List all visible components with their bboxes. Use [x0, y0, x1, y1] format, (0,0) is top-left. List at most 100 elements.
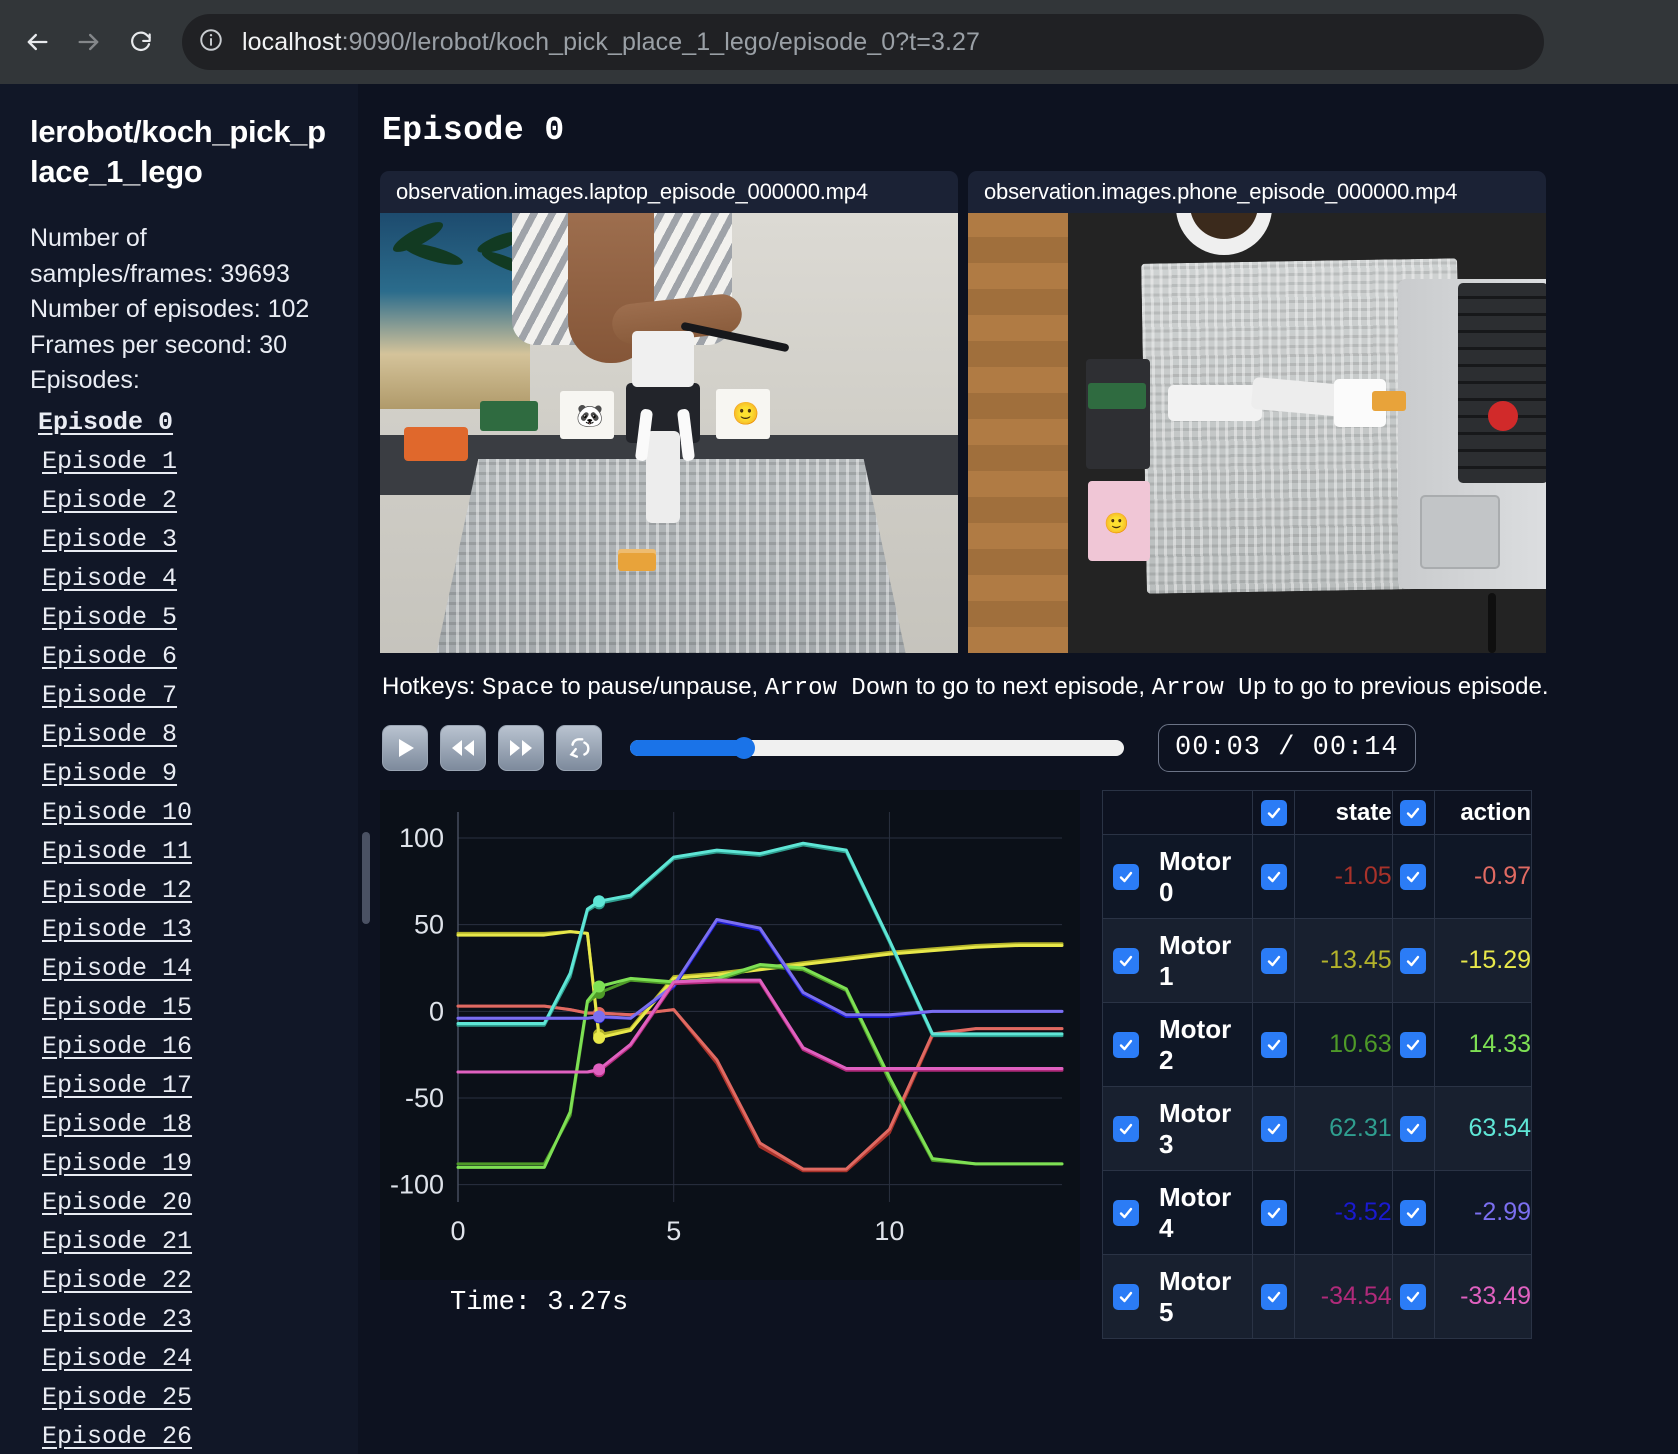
hotkeys-hint: Hotkeys: Space to pause/unpause, Arrow D…	[382, 673, 1652, 702]
play-button[interactable]	[382, 725, 428, 771]
motor-3-state-checkbox[interactable]	[1260, 1115, 1287, 1142]
episode-link-0[interactable]: Episode 0	[38, 407, 174, 437]
motors-table-body: Motor 0 -1.05 -0.97 Motor 1 -13.45 -15.29 Moto…	[1101, 834, 1533, 1339]
play-icon	[393, 736, 417, 760]
hotkeys-text2: to go to next episode,	[908, 673, 1152, 700]
episode-link-12[interactable]: Episode 12	[42, 875, 193, 905]
app-root: lerobot/koch_pick_place_1_lego Number of…	[0, 84, 1678, 1454]
episode-link-3[interactable]: Episode 3	[42, 524, 178, 554]
meta-samples: Number of samples/frames: 39693	[30, 224, 290, 288]
video-player-phone[interactable]: 🙂	[968, 213, 1546, 653]
motor-2-action-checkbox[interactable]	[1400, 1031, 1427, 1058]
episode-link-14[interactable]: Episode 14	[42, 953, 193, 983]
episode-link-11[interactable]: Episode 11	[42, 836, 193, 866]
forward-button[interactable]	[66, 19, 112, 65]
seek-slider[interactable]	[630, 737, 1124, 759]
video-player-laptop[interactable]: 🐼 🙂	[380, 213, 958, 653]
episode-link-10[interactable]: Episode 10	[42, 797, 193, 827]
motor-0-action-checkbox[interactable]	[1400, 863, 1427, 890]
episode-link-6[interactable]: Episode 6	[42, 641, 178, 671]
episode-link-1[interactable]: Episode 1	[42, 446, 178, 476]
motor-2-action-value: 14.33	[1433, 1002, 1533, 1087]
motor-5-state-checkbox-cell	[1252, 1254, 1296, 1339]
episode-link-24[interactable]: Episode 24	[42, 1343, 193, 1373]
episode-link-17[interactable]: Episode 17	[42, 1070, 193, 1100]
episode-list: Episode 0 Episode 1 Episode 2 Episode 3 Epis…	[30, 403, 332, 1454]
motor-name-cell: Motor 4	[1101, 1170, 1254, 1255]
playback-controls: 00:03 / 00:14	[382, 724, 1652, 772]
fast-forward-button[interactable]	[498, 725, 544, 771]
motor-1-action-checkbox[interactable]	[1400, 947, 1427, 974]
episode-link-5[interactable]: Episode 5	[42, 602, 178, 632]
episode-link-4[interactable]: Episode 4	[42, 563, 178, 593]
table-row: Motor 1 -13.45 -15.29	[1101, 918, 1533, 1003]
motor-2-state-checkbox[interactable]	[1260, 1031, 1287, 1058]
page-title: Episode 0	[382, 112, 565, 149]
url-path: :9090/lerobot/koch_pick_place_1_lego/epi…	[341, 27, 981, 56]
motor-0-checkbox[interactable]	[1113, 863, 1139, 890]
episode-link-16[interactable]: Episode 16	[42, 1031, 193, 1061]
seek-thumb[interactable]	[732, 737, 755, 759]
table-row: Motor 2 10.63 14.33	[1101, 1002, 1533, 1087]
motor-5-checkbox[interactable]	[1113, 1283, 1139, 1310]
motor-0-state-checkbox-cell	[1252, 834, 1296, 919]
motor-3-checkbox[interactable]	[1113, 1115, 1139, 1142]
motor-2-checkbox[interactable]	[1113, 1031, 1139, 1058]
svg-text:10: 10	[874, 1216, 904, 1246]
action-column-checkbox[interactable]	[1400, 799, 1427, 826]
reload-icon	[128, 29, 154, 55]
motor-5-action-checkbox-cell	[1391, 1254, 1435, 1339]
timeseries-chart[interactable]: 100 50 0 -50 -100 0 5 10 Time: 3.27s	[380, 790, 1080, 1339]
motor-0-state-checkbox[interactable]	[1260, 863, 1287, 890]
rewind-button[interactable]	[440, 725, 486, 771]
episode-link-21[interactable]: Episode 21	[42, 1226, 193, 1256]
bottom-row: 100 50 0 -50 -100 0 5 10 Time: 3.27s	[380, 790, 1652, 1339]
episode-link-7[interactable]: Episode 7	[42, 680, 178, 710]
svg-text:0: 0	[429, 996, 444, 1026]
motor-4-action-checkbox[interactable]	[1400, 1199, 1427, 1226]
motor-3-action-checkbox[interactable]	[1400, 1115, 1427, 1142]
state-column-checkbox[interactable]	[1260, 799, 1287, 826]
episode-link-15[interactable]: Episode 15	[42, 992, 193, 1022]
episode-link-19[interactable]: Episode 19	[42, 1148, 193, 1178]
main-content: Episode 0 observation.images.laptop_epis…	[358, 84, 1678, 1454]
address-bar[interactable]: localhost:9090/lerobot/koch_pick_place_1…	[182, 14, 1544, 70]
motor-0-action-value: -0.97	[1433, 834, 1533, 919]
motor-4-state-checkbox[interactable]	[1260, 1199, 1287, 1226]
episode-link-9[interactable]: Episode 9	[42, 758, 178, 788]
back-button[interactable]	[14, 19, 60, 65]
loop-icon	[566, 735, 592, 761]
motor-1-state-checkbox-cell	[1252, 918, 1296, 1003]
motor-name-cell: Motor 2	[1101, 1002, 1254, 1087]
episode-link-2[interactable]: Episode 2	[42, 485, 178, 515]
motor-4-checkbox[interactable]	[1113, 1199, 1139, 1226]
motor-5-action-value: -33.49	[1433, 1254, 1533, 1339]
episode-link-20[interactable]: Episode 20	[42, 1187, 193, 1217]
url-text: localhost:9090/lerobot/koch_pick_place_1…	[242, 28, 980, 57]
episode-link-26[interactable]: Episode 26	[42, 1421, 193, 1451]
episode-link-18[interactable]: Episode 18	[42, 1109, 193, 1139]
motor-2-state-checkbox-cell	[1252, 1002, 1296, 1087]
reload-button[interactable]	[118, 19, 164, 65]
table-row: Motor 5 -34.54 -33.49	[1101, 1254, 1533, 1339]
svg-text:-50: -50	[405, 1083, 444, 1113]
motor-1-checkbox[interactable]	[1113, 947, 1139, 974]
episode-link-8[interactable]: Episode 8	[42, 719, 178, 749]
episode-link-25[interactable]: Episode 25	[42, 1382, 193, 1412]
motor-5-action-checkbox[interactable]	[1400, 1283, 1427, 1310]
motor-5-label: Motor 5	[1159, 1265, 1232, 1327]
episode-link-22[interactable]: Episode 22	[42, 1265, 193, 1295]
episode-link-13[interactable]: Episode 13	[42, 914, 193, 944]
browser-toolbar: localhost:9090/lerobot/koch_pick_place_1…	[0, 0, 1678, 84]
motor-1-state-checkbox[interactable]	[1260, 947, 1287, 974]
motor-3-state-checkbox-cell	[1252, 1086, 1296, 1171]
video-row: observation.images.laptop_episode_000000…	[380, 171, 1652, 653]
motor-4-action-checkbox-cell	[1391, 1170, 1435, 1255]
loop-button[interactable]	[556, 725, 602, 771]
episode-link-23[interactable]: Episode 23	[42, 1304, 193, 1334]
motor-3-action-value: 63.54	[1433, 1086, 1533, 1171]
meta-episodes-heading: Episodes:	[30, 366, 140, 395]
motor-5-state-checkbox[interactable]	[1260, 1283, 1287, 1310]
sidebar-resize-handle[interactable]	[362, 832, 370, 924]
site-info-button[interactable]	[192, 23, 230, 61]
